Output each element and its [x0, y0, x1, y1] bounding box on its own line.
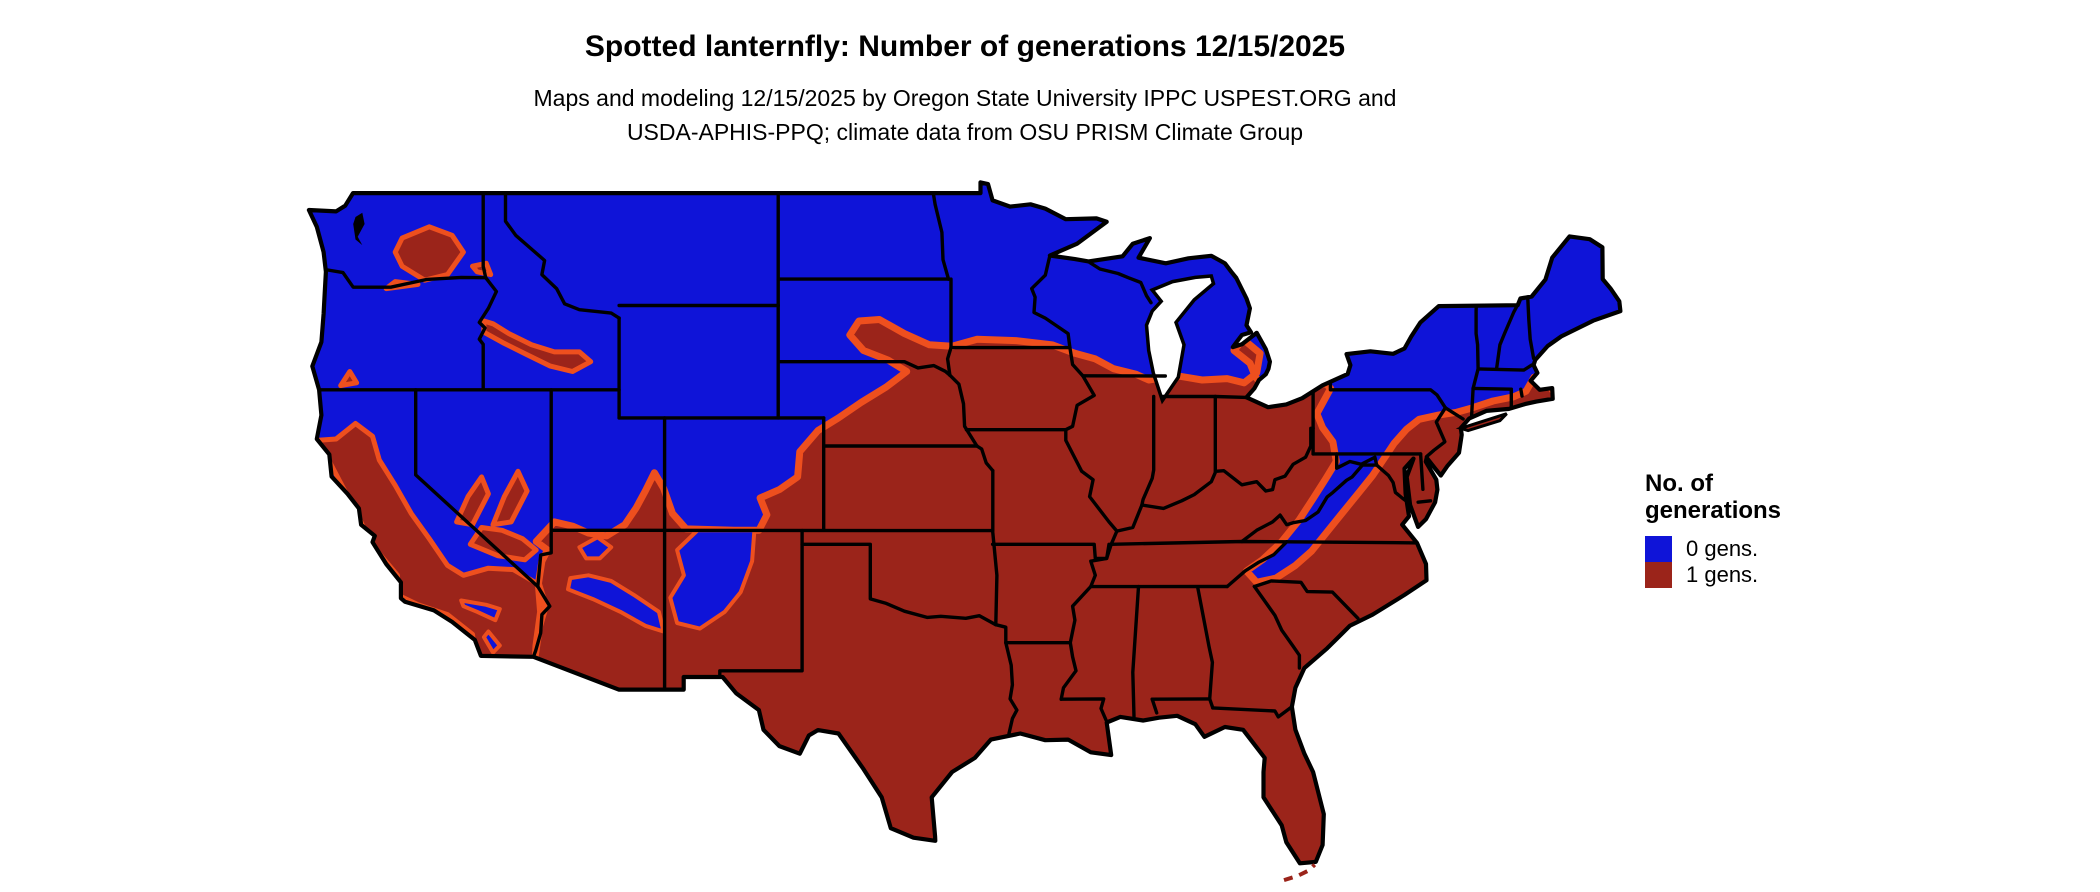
one-generation-area — [467, 525, 539, 563]
state-border-line — [1211, 705, 1294, 719]
state-border-line — [1494, 303, 1520, 371]
state-border-line — [718, 528, 804, 679]
legend-swatch-0-gens — [1645, 536, 1672, 562]
state-border-line — [990, 528, 999, 627]
legend-label-0-gens: 0 gens. — [1686, 536, 1759, 561]
one-generation-area — [392, 224, 466, 283]
one-generation-area — [490, 468, 530, 528]
state-border-line — [1285, 540, 1421, 545]
state-border-line — [1418, 452, 1425, 491]
state-border-line — [1526, 295, 1536, 360]
state-border-line — [1150, 697, 1159, 715]
state-border-line — [323, 267, 488, 289]
state-border-line — [1086, 259, 1153, 305]
state-border-line — [931, 191, 951, 281]
legend-swatch-1-gens — [1645, 562, 1672, 588]
puget-sound — [353, 212, 365, 246]
state-border-line — [1424, 406, 1448, 459]
state-border-line — [531, 584, 552, 659]
zero-generation-patch — [459, 598, 502, 623]
legend-title-line-2: generations — [1645, 497, 1782, 524]
state-border-line — [414, 388, 540, 589]
state-border-line — [994, 623, 1019, 736]
state-border-line — [503, 191, 621, 320]
lake-michigan — [1144, 274, 1216, 405]
state-border-line — [1443, 406, 1465, 421]
florida-keys — [1283, 863, 1317, 883]
state-border-line — [948, 373, 995, 473]
legend-title-line-1: No. of — [1645, 470, 1713, 497]
state-border-line — [1195, 585, 1215, 710]
state-border-line — [990, 542, 1111, 561]
state-border-line — [1115, 426, 1315, 533]
one-generation-area — [338, 369, 360, 389]
state-border-line — [1140, 394, 1156, 507]
us-coastline-outline — [306, 180, 1623, 866]
state-border-line — [1225, 540, 1289, 589]
zero-generation-patch — [577, 535, 614, 561]
state-border-line — [1252, 579, 1360, 620]
legend-item-1-gens: 1 gens. — [1645, 562, 1885, 588]
state-border-line — [1416, 499, 1433, 504]
zero-generation-patch — [481, 629, 502, 655]
state-border-line — [1328, 380, 1448, 410]
long-island — [1455, 412, 1508, 433]
state-border-line — [1059, 697, 1108, 722]
state-border-line — [1159, 394, 1249, 400]
legend-item-0-gens: 0 gens. — [1645, 536, 1885, 562]
state-border-line — [800, 542, 998, 627]
state-border-line — [945, 277, 953, 377]
state-border-line — [1519, 387, 1524, 398]
state-border-line — [477, 191, 499, 392]
state-border-line — [1030, 253, 1119, 533]
state-borders — [317, 191, 1536, 736]
state-border-line — [1240, 463, 1379, 544]
legend-title: No. of generations — [1645, 470, 1885, 524]
state-border-line — [1252, 584, 1302, 670]
state-border-line — [536, 388, 553, 589]
state-border-line — [1131, 584, 1141, 719]
state-border-line — [1476, 363, 1534, 372]
legend-label-1-gens: 1 gens. — [1686, 562, 1759, 587]
one-generation-area — [481, 318, 594, 374]
legend: No. of generations 0 gens. 1 gens. — [1645, 470, 1885, 588]
zero-generation-patch — [566, 573, 666, 634]
state-border-line — [1471, 386, 1513, 391]
state-border-line — [776, 360, 952, 377]
